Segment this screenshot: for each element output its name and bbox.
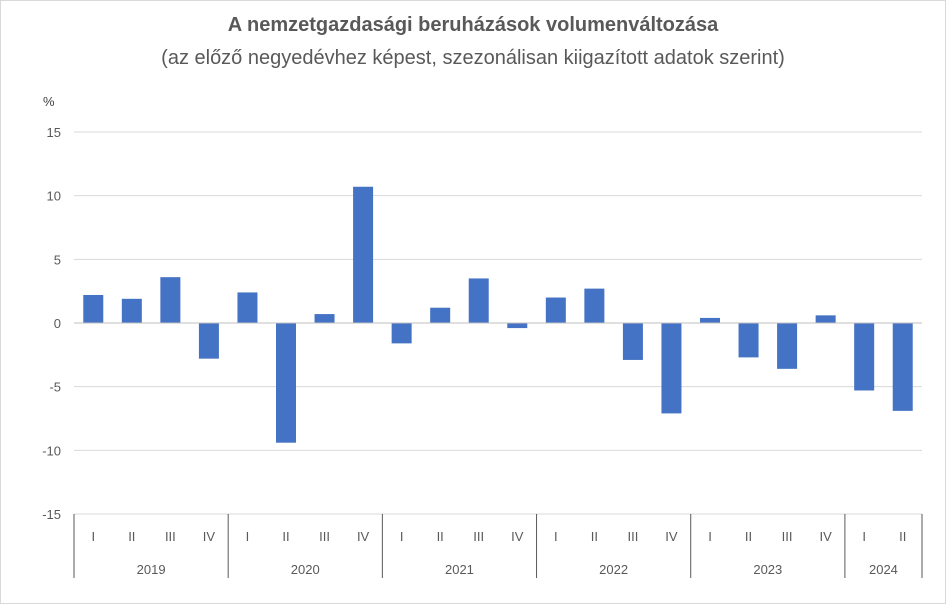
quarter-label: IV xyxy=(665,529,678,544)
bar xyxy=(198,323,219,359)
bar xyxy=(622,323,643,360)
quarter-label: IV xyxy=(357,529,370,544)
quarter-label: III xyxy=(782,529,793,544)
y-tick-label: -15 xyxy=(42,507,61,522)
quarter-label: I xyxy=(246,529,250,544)
bar xyxy=(738,323,759,358)
quarter-label: III xyxy=(319,529,330,544)
y-tick-label: 0 xyxy=(54,316,61,331)
quarter-label: I xyxy=(708,529,712,544)
bar xyxy=(430,307,451,323)
chart-subtitle: (az előző negyedévhez képest, szezonális… xyxy=(161,47,785,69)
quarter-label: III xyxy=(165,529,176,544)
quarter-label: IV xyxy=(819,529,832,544)
axes xyxy=(73,322,923,578)
chart-title: A nemzetgazdasági beruházások volumenvál… xyxy=(227,14,719,36)
bar xyxy=(777,323,798,369)
quarter-label: I xyxy=(91,529,95,544)
quarter-label: II xyxy=(591,529,598,544)
bar xyxy=(276,323,296,443)
gridlines xyxy=(74,131,922,515)
bar xyxy=(545,297,566,323)
quarter-label: IV xyxy=(511,529,524,544)
bar xyxy=(83,294,104,323)
bar xyxy=(237,292,258,323)
bar xyxy=(121,298,142,323)
quarter-label: I xyxy=(862,529,866,544)
bar xyxy=(700,317,720,323)
y-axis-unit-label: % xyxy=(43,94,55,109)
bar xyxy=(892,323,913,411)
bar xyxy=(353,186,374,323)
y-tick-label: -10 xyxy=(42,443,61,458)
quarter-label: III xyxy=(627,529,638,544)
year-label: 2019 xyxy=(137,562,166,577)
quarter-label: II xyxy=(128,529,135,544)
y-tick-label: 10 xyxy=(47,189,61,204)
bar xyxy=(391,323,412,344)
bar xyxy=(507,323,528,329)
y-tick-label: 5 xyxy=(54,252,61,267)
quarter-label: III xyxy=(473,529,484,544)
bar xyxy=(584,288,605,323)
quarter-label: I xyxy=(554,529,558,544)
y-tick-label: 15 xyxy=(47,125,61,140)
year-label: 2021 xyxy=(445,562,474,577)
quarter-label: II xyxy=(437,529,444,544)
bar xyxy=(160,277,181,323)
bar xyxy=(468,278,489,323)
bar xyxy=(314,314,335,323)
bars xyxy=(83,186,913,443)
quarter-label: II xyxy=(745,529,752,544)
year-label: 2022 xyxy=(599,562,628,577)
quarter-label: II xyxy=(282,529,289,544)
bar xyxy=(854,323,875,391)
y-tick-label: -5 xyxy=(49,380,61,395)
quarter-label: I xyxy=(400,529,404,544)
year-label: 2024 xyxy=(869,562,898,577)
year-label: 2020 xyxy=(291,562,320,577)
year-label: 2023 xyxy=(753,562,782,577)
quarter-label: II xyxy=(899,529,906,544)
quarter-label: IV xyxy=(203,529,216,544)
bar xyxy=(815,315,836,323)
bar xyxy=(661,323,682,414)
